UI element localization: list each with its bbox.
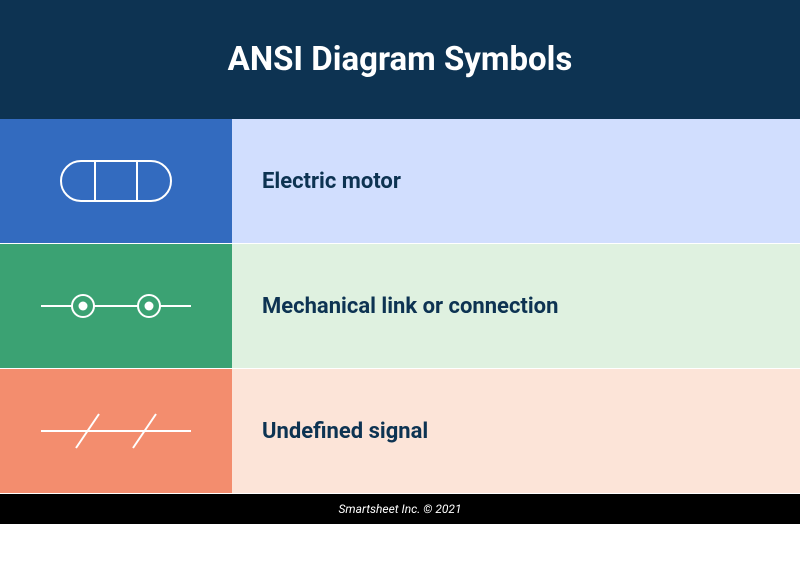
header-title: ANSI Diagram Symbols xyxy=(228,40,573,79)
label-cell-electric-motor: Electric motor xyxy=(232,119,800,243)
symbol-cell-electric-motor xyxy=(0,119,232,243)
label-cell-mechanical-link: Mechanical link or connection xyxy=(232,244,800,368)
label-undefined-signal: Undefined signal xyxy=(262,419,428,444)
mechanical-link-icon xyxy=(21,261,211,351)
undefined-signal-icon xyxy=(21,386,211,476)
footer-text: Smartsheet Inc. © 2021 xyxy=(339,502,462,516)
row-undefined-signal: Undefined signal xyxy=(0,369,800,494)
row-electric-motor: Electric motor xyxy=(0,119,800,244)
label-electric-motor: Electric motor xyxy=(262,169,401,194)
footer: Smartsheet Inc. © 2021 xyxy=(0,494,800,524)
diagram-container: ANSI Diagram Symbols Electric motor Mec xyxy=(0,0,800,494)
symbol-cell-mechanical-link xyxy=(0,244,232,368)
row-mechanical-link: Mechanical link or connection xyxy=(0,244,800,369)
label-mechanical-link: Mechanical link or connection xyxy=(262,294,558,319)
symbol-cell-undefined-signal xyxy=(0,369,232,493)
label-cell-undefined-signal: Undefined signal xyxy=(232,369,800,493)
electric-motor-icon xyxy=(21,136,211,226)
header: ANSI Diagram Symbols xyxy=(0,0,800,119)
